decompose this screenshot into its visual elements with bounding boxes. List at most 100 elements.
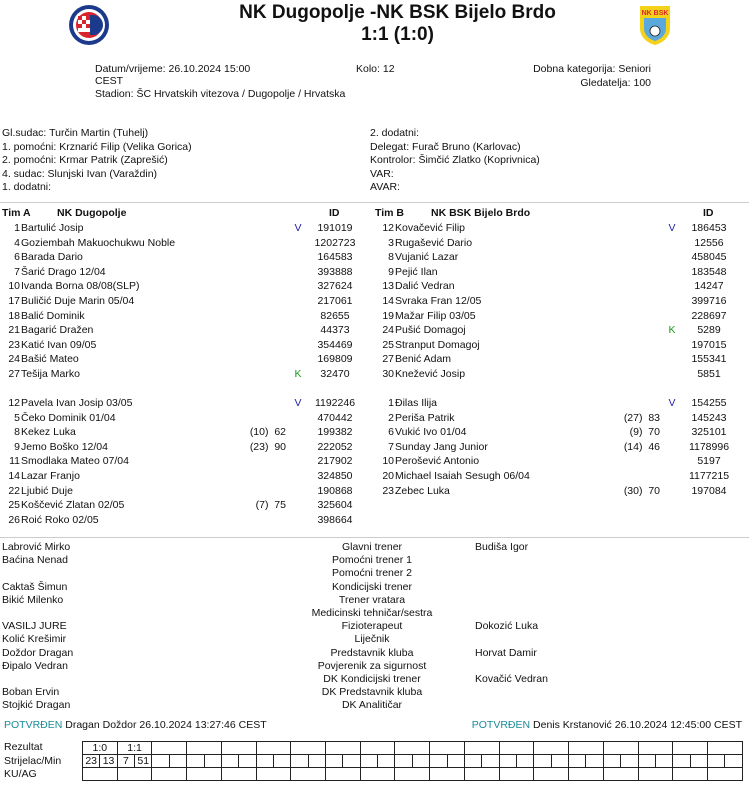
divider <box>0 537 749 538</box>
ku-cell <box>116 767 153 781</box>
official-entry: Delegat: Furač Bruno (Karlovac) <box>370 140 521 153</box>
confirm-left: POTVRĐEN Dragan Doždor 26.10.2024 13:27:… <box>4 719 267 731</box>
home-staff-name: Stojkić Dragan <box>2 699 71 712</box>
staff-role: Trener vratara <box>338 593 406 606</box>
result-cell <box>186 741 222 755</box>
team-a-id-header: ID <box>329 207 340 219</box>
score-grid: 1:0 1:1 23 13 7 51 <box>81 741 744 781</box>
player-id: 183548 <box>691 265 727 278</box>
player-id: 14247 <box>694 280 724 293</box>
goalkeeper-mark: V <box>668 222 676 234</box>
player-id: 164583 <box>317 251 353 264</box>
goalkeeper-mark: V <box>294 222 302 234</box>
player-number: 8 <box>388 251 394 264</box>
scorer-cell <box>550 754 570 768</box>
player-id: 169809 <box>317 353 353 366</box>
player-id: 458045 <box>691 251 727 264</box>
result-cell <box>498 741 535 755</box>
player-id: 228697 <box>691 309 727 322</box>
result-cell <box>255 741 292 755</box>
home-staff-name: Boban Ervin <box>2 686 60 699</box>
scorer-cell <box>498 754 517 768</box>
result-cell: 1:1 <box>116 741 153 755</box>
home-logo <box>68 4 110 46</box>
player-name: Bartulić Josip <box>21 222 84 234</box>
divider <box>0 202 749 203</box>
player-number: 7 <box>388 440 394 453</box>
age-category: Dobna kategorija: Seniori <box>533 63 651 75</box>
player-id: 190868 <box>317 484 353 497</box>
ku-cell <box>82 767 118 781</box>
player-number: 12 <box>8 397 20 409</box>
grid-label-scorer: Strijelac/Min <box>4 755 62 767</box>
player-number: 9 <box>14 440 20 453</box>
player-number: 6 <box>388 426 394 439</box>
ku-cell <box>325 767 361 781</box>
player-number: 2 <box>388 411 394 424</box>
player-id: 197015 <box>691 338 727 351</box>
status-badge: POTVRĐEN <box>471 719 531 731</box>
player-id: 327624 <box>317 280 353 293</box>
scorer-cell <box>515 754 535 768</box>
scorer-cell <box>220 754 240 768</box>
player-name: Bagarić Dražen <box>21 324 94 337</box>
result-cell <box>637 741 674 755</box>
match-datetime: Datum/vrijeme: 26.10.2024 15:00 <box>95 63 251 75</box>
scorer-cell <box>255 754 274 768</box>
substitution-info: (30) 70 <box>623 484 660 497</box>
staff-role: Glavni trener <box>341 541 403 553</box>
player-name: Lazar Franjo <box>21 470 80 482</box>
player-number: 25 <box>8 499 20 512</box>
player-name: Michael Isaiah Sesugh 06/04 <box>395 470 530 482</box>
confirm-right: POTVRĐEN Denis Krstanović 26.10.2024 12:… <box>472 719 742 731</box>
scorer-cell <box>325 754 344 768</box>
staff-role: DK Predstavnik kluba <box>321 686 423 699</box>
staff-role: Liječnik <box>354 633 390 646</box>
scorer-cell <box>359 754 379 768</box>
player-number: 1 <box>388 397 394 409</box>
player-number: 7 <box>14 265 20 278</box>
substitution-info: (14) 46 <box>623 440 660 453</box>
player-number: 10 <box>8 280 20 293</box>
player-name: Kekez Luka <box>21 426 76 439</box>
player-number: 26 <box>8 513 20 526</box>
player-id: 1192246 <box>314 397 356 409</box>
ku-cell <box>568 767 604 781</box>
home-staff-name: Doždor Dragan <box>2 646 74 659</box>
ku-cell <box>186 767 222 781</box>
official-entry: Kontrolor: Šimčić Zlatko (Koprivnica) <box>370 154 540 166</box>
home-staff-name: Caktaš Šimun <box>2 580 68 593</box>
ku-cell <box>255 767 292 781</box>
result-cell <box>220 741 257 755</box>
result-cell <box>706 741 744 755</box>
player-name: Pejić Ilan <box>395 265 438 278</box>
scorer-cell <box>429 754 448 768</box>
scorer-cell <box>672 754 691 768</box>
scorer-cell: 13 <box>99 754 118 768</box>
scorer-cell <box>272 754 292 768</box>
scorer-cell <box>307 754 327 768</box>
scorer-cell <box>637 754 656 768</box>
team-a-name: NK Dugopolje <box>57 207 127 219</box>
team-b-id-header: ID <box>703 207 714 219</box>
scorer-cell <box>568 754 587 768</box>
away-staff-name: Horvat Damir <box>475 646 537 659</box>
staff-role: Fizioterapeut <box>341 620 403 633</box>
official-entry: Gl.sudac: Turčin Martin (Tuhelj) <box>2 127 149 139</box>
ku-cell <box>672 767 708 781</box>
player-id: 398664 <box>317 513 353 526</box>
away-staff-name: Dokozić Luka <box>475 620 539 633</box>
official-entry: 1. pomoćni: Krznarić Filip (Velika Goric… <box>2 140 192 153</box>
player-id: 1177215 <box>688 470 730 482</box>
result-cell <box>325 741 361 755</box>
player-number: 14 <box>382 295 394 307</box>
player-number: 14 <box>8 470 20 482</box>
match-title: NK Dugopolje -NK BSK Bijelo Brdo <box>239 2 556 23</box>
scorer-cell: 7 <box>116 754 136 768</box>
player-number: 13 <box>382 280 394 293</box>
player-id: 1202723 <box>314 236 356 249</box>
player-id: 325101 <box>691 426 727 439</box>
player-id: 1178996 <box>688 440 730 453</box>
scorer-cell: 23 <box>81 754 101 768</box>
svg-text:NK BSK: NK BSK <box>642 10 669 17</box>
